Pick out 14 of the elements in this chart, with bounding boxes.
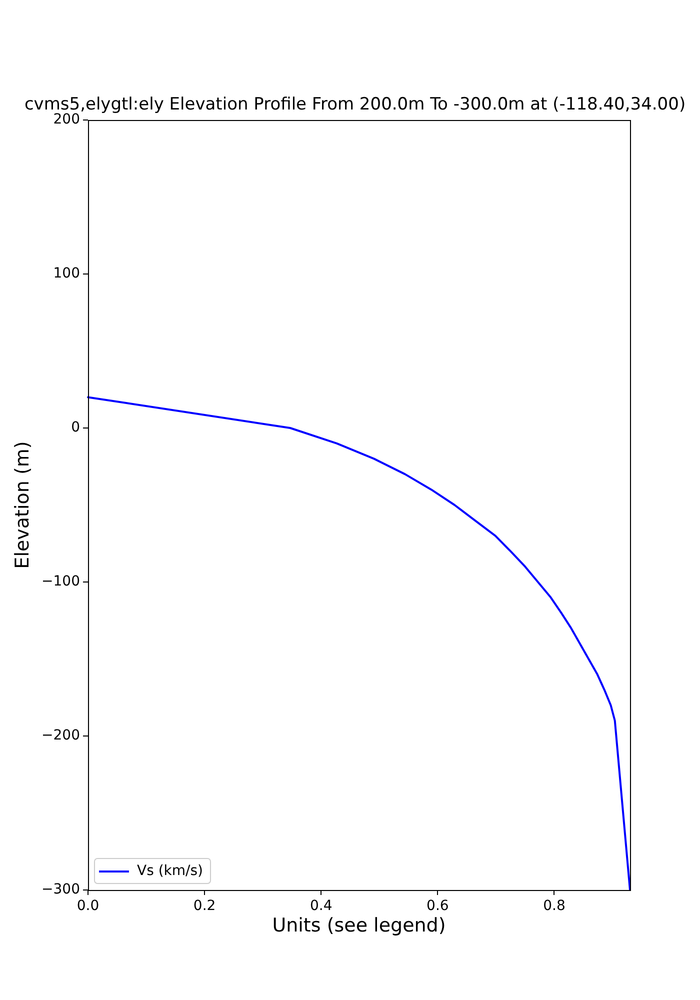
y-tick-label: −200 — [42, 728, 80, 744]
x-axis-title: Units (see legend) — [272, 914, 446, 937]
x-tick-label: 0.2 — [193, 898, 216, 914]
x-tick-label: 0.8 — [543, 898, 566, 914]
x-tick-label: 0.0 — [76, 898, 100, 914]
y-tick-label: −100 — [42, 574, 80, 590]
y-axis-title: Elevation (m) — [11, 441, 34, 569]
y-tick-label: −300 — [42, 882, 80, 898]
y-tick-label: 100 — [53, 266, 80, 282]
y-tick-label: 0 — [71, 420, 80, 436]
x-tick-label: 0.6 — [426, 898, 449, 914]
x-tick-label: 0.4 — [310, 898, 332, 914]
legend-label: Vs (km/s) — [137, 863, 204, 880]
y-tick-label: 200 — [53, 112, 80, 128]
